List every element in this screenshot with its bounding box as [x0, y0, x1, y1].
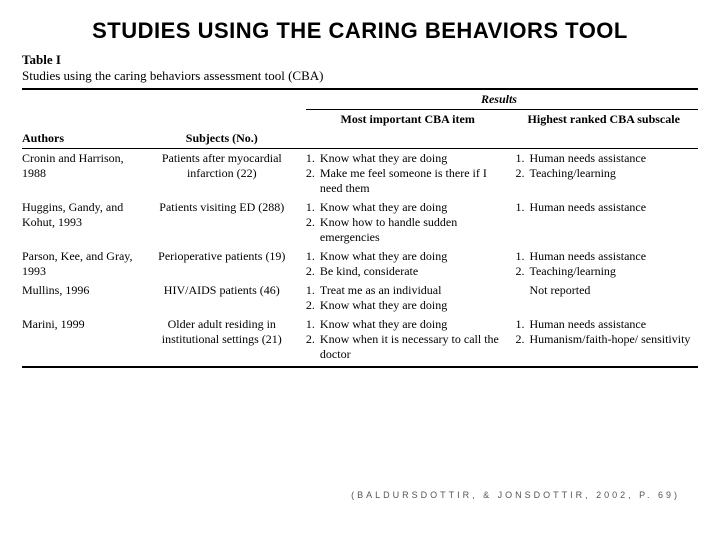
table-row: Parson, Kee, and Gray, 1993Perioperative… [22, 247, 698, 281]
col-cba-header: Most important CBA item [306, 110, 516, 130]
authors-cell: Parson, Kee, and Gray, 1993 [22, 247, 144, 281]
cba-cell: 1.Treat me as an individual2.Know what t… [306, 281, 516, 315]
col-subjects-header: Subjects (No.) [144, 129, 306, 149]
authors-cell: Huggins, Gandy, and Kohut, 1993 [22, 198, 144, 247]
authors-cell: Marini, 1999 [22, 315, 144, 364]
slide-title: STUDIES USING THE CARING BEHAVIORS TOOL [0, 0, 720, 52]
authors-cell: Cronin and Harrison, 1988 [22, 149, 144, 199]
subjects-cell: Older adult residing in institutional se… [144, 315, 306, 364]
subscale-cell: 1.Human needs assistance2.Teaching/learn… [515, 247, 698, 281]
citation: (BALDURSDOTTIR, & JONSDOTTIR, 2002, P. 6… [351, 490, 680, 500]
col-subscale-header: Highest ranked CBA subscale [515, 110, 698, 130]
table-row: Marini, 1999Older adult residing in inst… [22, 315, 698, 364]
subscale-cell: 1.Human needs assistance [515, 198, 698, 247]
subjects-cell: Patients after myocardial infarction (22… [144, 149, 306, 199]
cba-cell: 1.Know what they are doing2.Know when it… [306, 315, 516, 364]
col-authors-header: Authors [22, 129, 144, 149]
subscale-cell: 1.Human needs assistance2.Teaching/learn… [515, 149, 698, 199]
table-row: Cronin and Harrison, 1988Patients after … [22, 149, 698, 199]
table-row: Mullins, 1996HIV/AIDS patients (46)1.Tre… [22, 281, 698, 315]
subjects-cell: Patients visiting ED (288) [144, 198, 306, 247]
subjects-cell: Perioperative patients (19) [144, 247, 306, 281]
table-row: Huggins, Gandy, and Kohut, 1993Patients … [22, 198, 698, 247]
cba-cell: 1.Know what they are doing2.Know how to … [306, 198, 516, 247]
subscale-cell: 1.Human needs assistance2.Humanism/faith… [515, 315, 698, 364]
table-caption: Studies using the caring behaviors asses… [22, 68, 698, 84]
results-header: Results [306, 90, 698, 110]
studies-table: Results Most important CBA item Highest … [22, 90, 698, 364]
cba-cell: 1.Know what they are doing2.Make me feel… [306, 149, 516, 199]
subjects-cell: HIV/AIDS patients (46) [144, 281, 306, 315]
table-label: Table I [22, 52, 698, 68]
subscale-cell: Not reported [515, 281, 698, 315]
cba-cell: 1.Know what they are doing2.Be kind, con… [306, 247, 516, 281]
authors-cell: Mullins, 1996 [22, 281, 144, 315]
table-container: Table I Studies using the caring behavio… [0, 52, 720, 368]
